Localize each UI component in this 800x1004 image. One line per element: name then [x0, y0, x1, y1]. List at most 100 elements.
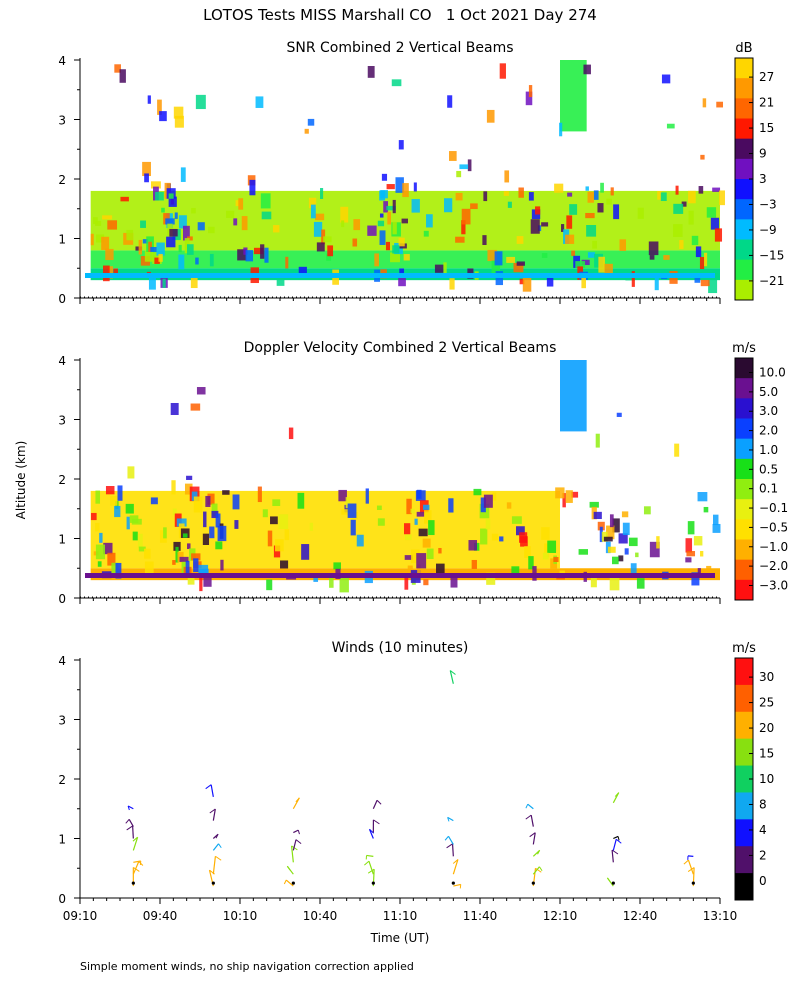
heatmap-speck	[555, 487, 564, 498]
heatmap-speck	[650, 255, 655, 260]
heatmap-speck	[181, 167, 186, 182]
heatmap-speck	[635, 553, 638, 558]
heatmap-speck	[480, 529, 487, 545]
wind-barb-flag	[296, 840, 301, 844]
heatmap-speck	[700, 155, 704, 160]
y-tick-label: 3	[58, 414, 66, 428]
heatmap-speck	[500, 63, 506, 78]
heatmap-speck	[159, 111, 167, 121]
heatmap-speck	[270, 516, 278, 524]
heatmap-speck	[198, 565, 208, 573]
y-tick-label: 4	[58, 54, 66, 68]
heatmap-speck	[280, 560, 288, 568]
colorbar-label: 3.0	[759, 404, 778, 418]
heatmap-speck	[285, 257, 288, 269]
profile-marker	[612, 882, 615, 885]
heatmap-speck	[199, 576, 202, 591]
colorbar-segment	[735, 499, 753, 520]
heatmap-speck	[405, 535, 412, 540]
heatmap-speck	[209, 527, 214, 539]
heatmap-speck	[91, 234, 94, 245]
heatmap-speck	[333, 562, 341, 569]
heatmap-speck	[327, 245, 333, 256]
heatmap-speck	[99, 533, 102, 543]
heatmap-speck	[713, 524, 721, 533]
heatmap-speck	[273, 225, 279, 232]
heatmap-speck	[278, 514, 288, 529]
heatmap-speck	[378, 221, 384, 227]
heatmap-speck	[688, 191, 696, 203]
colorbar-label: 21	[759, 96, 774, 110]
heatmap-speck	[404, 523, 410, 534]
colorbar-label: 0.5	[759, 462, 778, 476]
heatmap-band	[85, 573, 715, 578]
heatmap-speck	[487, 110, 495, 123]
wind-barb-flag	[607, 878, 610, 882]
heatmap-speck	[404, 577, 408, 590]
heatmap-speck	[529, 85, 532, 97]
colorbar-label: −3.0	[759, 578, 788, 592]
heatmap-speck	[378, 518, 385, 525]
heatmap-speck	[504, 191, 509, 196]
heatmap-speck	[203, 577, 211, 587]
profile-marker	[532, 882, 535, 885]
colorbar-segment	[735, 260, 753, 281]
heatmap-speck	[161, 208, 165, 213]
heatmap-speck	[317, 242, 325, 251]
heatmap-speck	[449, 278, 454, 289]
heatmap-speck	[393, 200, 396, 213]
heatmap-speck	[542, 253, 548, 258]
panel-title: SNR Combined 2 Vertical Beams	[286, 40, 513, 56]
heatmap-speck	[215, 541, 222, 549]
profile-marker	[372, 882, 375, 885]
heatmap-speck	[644, 506, 651, 514]
colorbar-label: 25	[759, 696, 774, 710]
wind-barb	[211, 785, 213, 797]
heatmap-speck	[622, 511, 628, 517]
heatmap-speck	[174, 107, 184, 119]
heatmap-speck	[699, 186, 704, 194]
heatmap-speck	[541, 527, 550, 540]
heatmap-speck	[470, 203, 478, 209]
heatmap-speck	[482, 235, 486, 245]
colorbar-segment	[735, 560, 753, 581]
colorbar-label: 1.0	[759, 443, 778, 457]
colorbar-label: 27	[759, 70, 774, 84]
heatmap-speck	[661, 192, 667, 201]
heatmap-speck	[260, 244, 264, 258]
heatmap-speck	[187, 543, 190, 549]
heatmap-speck	[590, 502, 599, 508]
heatmap-speck	[150, 247, 157, 252]
page-title: LOTOS Tests MISS Marshall CO 1 Oct 2021 …	[203, 6, 597, 24]
heatmap-speck	[716, 102, 723, 108]
wind-barb-flag	[364, 861, 369, 865]
colorbar-segment	[735, 540, 753, 561]
heatmap-speck	[674, 444, 679, 457]
heatmap-speck	[208, 227, 215, 233]
heatmap-speck	[102, 215, 112, 219]
heatmap-speck	[663, 255, 669, 260]
heatmap-speck	[195, 258, 198, 265]
y-tick-label: 1	[58, 533, 66, 547]
heatmap-speck	[366, 488, 369, 503]
y-tick-label: 0	[58, 892, 66, 906]
wind-barb	[129, 819, 133, 826]
colorbar-label: 30	[759, 670, 774, 684]
heatmap-speck	[594, 190, 599, 199]
colorbar-segment	[735, 479, 753, 500]
heatmap-speck	[468, 159, 472, 171]
colorbar-segment	[735, 398, 753, 419]
y-axis-label: Altitude (km)	[14, 441, 28, 520]
heatmap-speck	[226, 211, 234, 218]
colorbar-segment	[735, 792, 753, 819]
heatmap-speck	[171, 480, 175, 494]
heatmap-speck	[518, 188, 523, 198]
heatmap-speck	[617, 413, 622, 417]
heatmap-speck	[341, 220, 344, 227]
heatmap-speck	[95, 523, 100, 532]
heatmap-speck	[417, 512, 424, 517]
heatmap-speck	[565, 235, 574, 244]
heatmap-speck	[423, 539, 431, 548]
panel-title: Winds (10 minutes)	[332, 640, 469, 656]
